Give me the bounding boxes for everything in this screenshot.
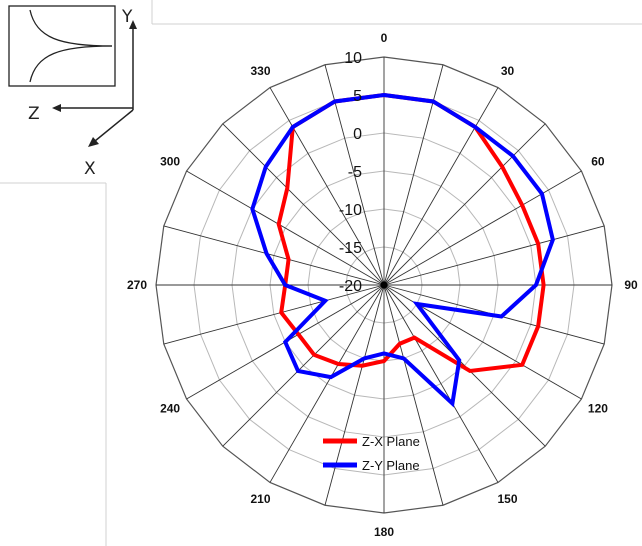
grid-spoke	[384, 226, 604, 285]
angle-tick-label: 300	[160, 155, 180, 169]
radial-labels: 10 5 0 -5 -10 -15 -20	[339, 50, 362, 295]
inset-x-axis	[95, 110, 133, 141]
inset-x-label: X	[84, 159, 96, 179]
radial-tick-label: -15	[339, 240, 362, 257]
orientation-inset: Y Z X	[9, 6, 137, 179]
angle-tick-label: 330	[250, 64, 270, 78]
grid-spoke	[384, 88, 498, 285]
inset-z-label: Z	[28, 104, 40, 124]
radial-tick-label: -5	[348, 164, 362, 181]
radial-tick-label: -20	[339, 278, 362, 295]
angle-tick-label: 0	[381, 31, 388, 45]
center-dot	[381, 282, 388, 289]
inset-y-label: Y	[121, 7, 133, 27]
legend: Z-X Plane Z-Y Plane	[323, 434, 420, 473]
angle-tick-label: 60	[591, 155, 605, 169]
angle-tick-label: 180	[374, 525, 394, 539]
angle-tick-label: 150	[497, 492, 517, 506]
radial-tick-label: -10	[339, 202, 362, 219]
z-arrow-icon	[52, 104, 61, 112]
radial-tick-label: 5	[353, 88, 362, 105]
legend-label-z-y: Z-Y Plane	[362, 458, 420, 473]
angle-tick-label: 90	[624, 278, 638, 292]
angle-tick-label: 30	[501, 64, 515, 78]
grid-spoke	[270, 285, 384, 482]
angle-tick-label: 210	[250, 492, 270, 506]
angle-tick-label: 270	[127, 278, 147, 292]
angle-tick-label: 120	[588, 402, 608, 416]
angle-tick-label: 240	[160, 402, 180, 416]
radial-tick-label: 10	[344, 50, 362, 67]
legend-label-z-x: Z-X Plane	[362, 434, 420, 449]
radial-tick-label: 0	[353, 126, 362, 143]
